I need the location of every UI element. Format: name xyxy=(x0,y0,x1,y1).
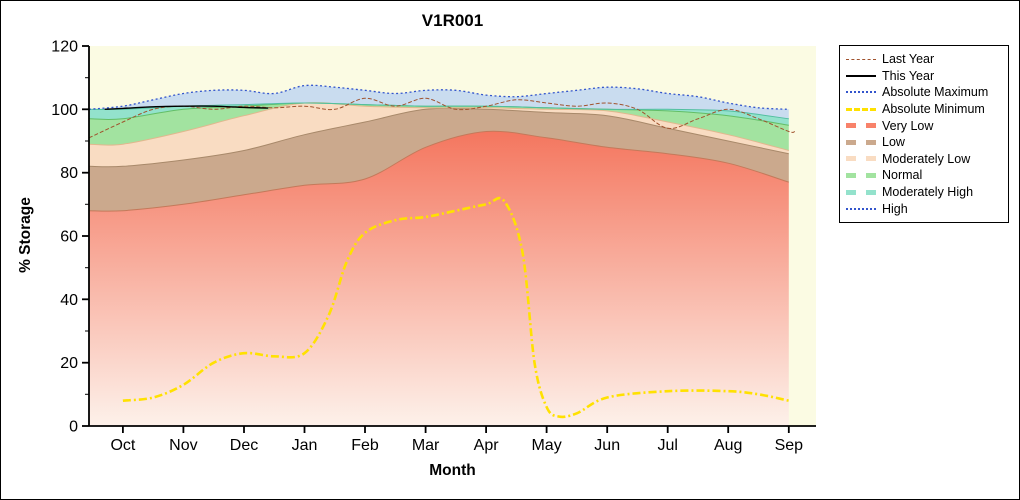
legend-item-label: Absolute Minimum xyxy=(882,102,985,117)
legend-item-label: Low xyxy=(882,135,905,150)
x-tick-label: Apr xyxy=(474,437,500,454)
x-tick-label: May xyxy=(531,437,561,454)
y-tick-label: 0 xyxy=(69,419,78,436)
x-tick-label: Mar xyxy=(412,437,440,454)
x-tick-label: Aug xyxy=(714,437,742,454)
legend-swatch-high xyxy=(846,207,876,210)
legend-swatch-this-year xyxy=(846,74,876,77)
legend-item-normal: Normal xyxy=(844,167,1004,184)
legend-item-label: Last Year xyxy=(882,52,935,67)
legend-swatch-last-year xyxy=(846,58,876,60)
y-tick-label: 60 xyxy=(60,229,78,246)
x-axis-label: Month xyxy=(429,462,476,479)
x-tick-label: Feb xyxy=(351,437,379,454)
y-tick-label: 40 xyxy=(60,292,78,309)
legend-swatch-moderately-low xyxy=(846,156,876,162)
band-edge-moderately-low xyxy=(89,102,789,151)
legend-item-high: High xyxy=(844,200,1004,217)
legend-item-moderately-high: Moderately High xyxy=(844,184,1004,201)
legend-swatch-very-low xyxy=(846,123,876,129)
legend: Last Year This Year Absolute Maximum Absolu… xyxy=(839,45,1009,223)
legend-swatch-absolute-maximum xyxy=(846,91,876,94)
band-edge-very-low xyxy=(89,130,789,212)
x-tick-label: Oct xyxy=(110,437,135,454)
legend-item-very-low: Very Low xyxy=(844,117,1004,134)
y-tick-label: 120 xyxy=(51,39,78,56)
y-tick-label: 20 xyxy=(60,355,78,372)
legend-swatch-normal xyxy=(846,172,876,178)
x-tick-label: Sep xyxy=(775,437,804,454)
x-tick-label: Jul xyxy=(657,437,677,454)
legend-item-label: This Year xyxy=(882,68,935,83)
legend-item-absolute-maximum: Absolute Maximum xyxy=(844,84,1004,101)
legend-item-last-year: Last Year xyxy=(844,51,1004,68)
legend-item-label: Absolute Maximum xyxy=(882,85,989,100)
line-absolute-maximum xyxy=(89,84,789,110)
legend-item-this-year: This Year xyxy=(844,68,1004,85)
legend-item-label: Moderately High xyxy=(882,185,974,200)
line-this-year xyxy=(104,105,269,110)
band-moderately-low xyxy=(89,102,789,167)
x-tick-label: Jan xyxy=(292,437,318,454)
legend-item-moderately-low: Moderately Low xyxy=(844,151,1004,168)
band-very-low xyxy=(89,131,789,426)
tick-labels: 0 20 40 60 80 100 120 Oct Nov Dec Jan Feb Mar Apr May J… xyxy=(51,39,803,455)
legend-item-label: High xyxy=(882,201,908,216)
axes xyxy=(82,45,816,433)
legend-item-label: Very Low xyxy=(882,118,934,133)
line-absolute-minimum xyxy=(122,196,790,419)
x-tick-label: Dec xyxy=(230,437,258,454)
chart-title: V1R001 xyxy=(421,11,484,30)
legend-item-low: Low xyxy=(844,134,1004,151)
legend-swatch-low xyxy=(846,139,876,145)
y-axis-label: % Storage xyxy=(17,197,34,273)
legend-item-label: Moderately Low xyxy=(882,151,971,166)
legend-item-absolute-minimum: Absolute Minimum xyxy=(844,101,1004,118)
legend-item-label: Normal xyxy=(882,168,923,183)
line-last-year xyxy=(89,97,795,139)
y-tick-label: 100 xyxy=(51,102,78,119)
legend-swatch-absolute-minimum xyxy=(846,107,876,111)
x-tick-label: Nov xyxy=(169,437,197,454)
legend-swatch-moderately-high xyxy=(846,189,876,195)
x-tick-label: Jun xyxy=(594,437,620,454)
band-low xyxy=(89,108,789,212)
y-tick-label: 80 xyxy=(60,165,78,182)
